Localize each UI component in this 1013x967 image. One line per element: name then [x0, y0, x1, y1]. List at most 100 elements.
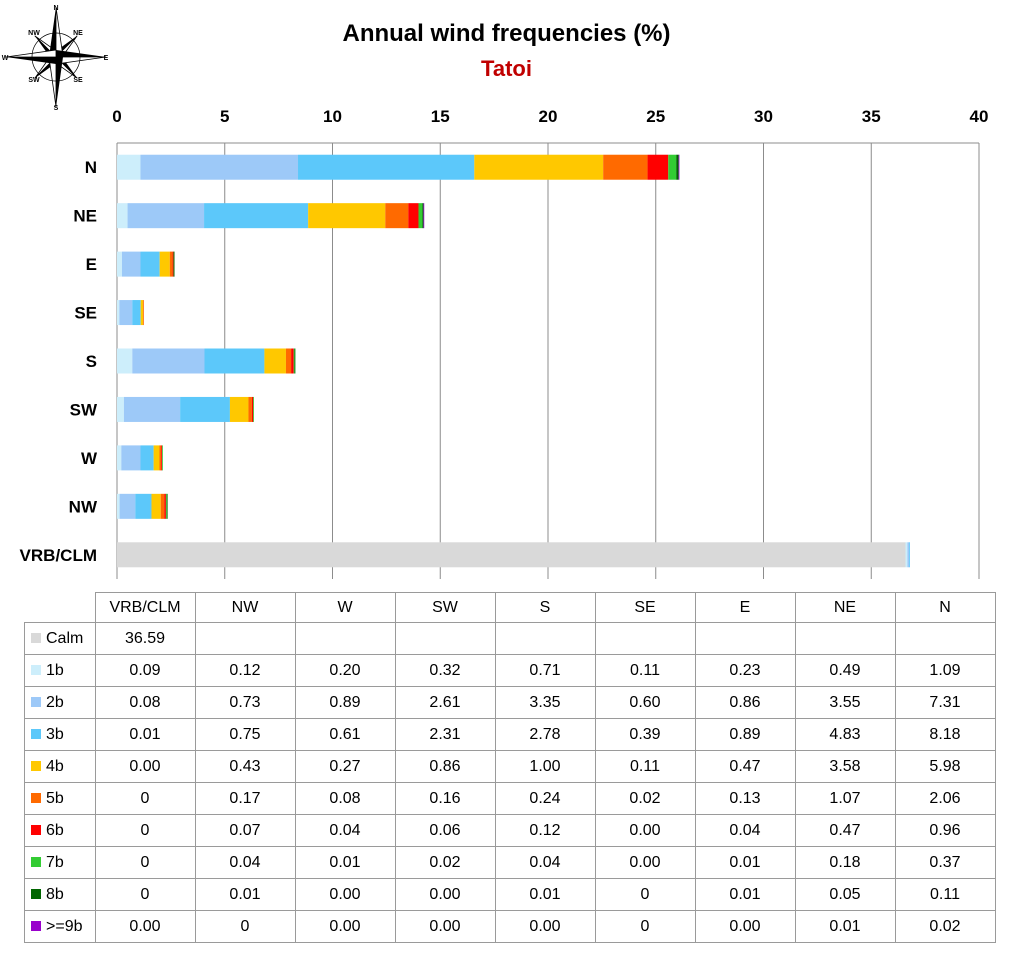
table-cell: [394, 622, 496, 655]
category-label: NW: [69, 497, 98, 516]
bar-segment-S-8b: [294, 348, 296, 374]
chart-title: Annual wind frequencies (%): [342, 20, 671, 47]
category-label: VRB/CLM: [20, 546, 97, 565]
table-row: 2b 0.08 0.73 0.89 2.61 3.35 0.60 0.86 3.55 7.31: [24, 686, 996, 719]
table-cell: 5.98: [894, 750, 996, 783]
table-row-header: Calm: [24, 622, 96, 655]
compass-rose-icon: N NE E SE S SW W NW: [2, 5, 109, 112]
bar-segment-E-2b: [121, 251, 141, 277]
table-cell: 0.00: [694, 910, 796, 943]
bar-segment-VRB/CLM-1b: [905, 542, 908, 568]
bar-segment-N-5b: [603, 154, 648, 180]
compass-label: NW: [28, 30, 40, 37]
data-table: VRB/CLM NW W SW S SE E NE N Calm 36.59 1b 0.09 0.12 0…: [24, 592, 996, 943]
table-cell: 0.39: [594, 718, 696, 751]
table-cell: 0.61: [294, 718, 396, 751]
table-cell: 0.00: [394, 910, 496, 943]
table-cell: 0.43: [194, 750, 296, 783]
category-label: S: [86, 352, 97, 371]
table-cell: 0.02: [894, 910, 996, 943]
table-cell: 3.55: [794, 686, 896, 719]
x-tick-label: 30: [754, 107, 773, 126]
table-cell: 36.59: [94, 622, 196, 655]
table-cell: 0.60: [594, 686, 696, 719]
bar-segment-NW-7b: [165, 493, 167, 519]
legend-swatch: [31, 857, 41, 868]
legend-swatch: [31, 761, 41, 772]
table-cell: 0.00: [294, 910, 396, 943]
table-cell: [294, 622, 396, 655]
x-tick-label: 25: [646, 107, 665, 126]
table-row: >=9b 0.00 0 0.00 0.00 0.00 0 0.00 0.01 0.02: [24, 910, 996, 943]
table-cell: [694, 622, 796, 655]
legend-label: 6b: [46, 821, 64, 839]
bar-segment-S-2b: [132, 348, 205, 374]
wind-frequency-bar-chart: 0 5 10 15 20 25 30 35 40 N NE E SE S SW W NW VRB/CLM: [20, 107, 988, 579]
table-cell: 0.08: [294, 782, 396, 815]
bar-segment-SW-3b: [180, 396, 230, 422]
legend-swatch: [31, 697, 41, 708]
category-label: W: [81, 449, 98, 468]
bar-segment-VRB/CLM-Calm: [117, 542, 906, 568]
table-cell: 8.18: [894, 718, 996, 751]
table-column-header: NE: [794, 592, 896, 623]
table-cell: 4.83: [794, 718, 896, 751]
bar-segment-N-2b: [140, 154, 299, 180]
table-cell: 0.01: [494, 878, 596, 911]
bar-segment-NW-4b: [151, 493, 161, 519]
table-cell: 0.20: [294, 654, 396, 687]
x-tick-label: 35: [862, 107, 881, 126]
table-cell: 0.01: [694, 846, 796, 879]
table-row: 5b 0 0.17 0.08 0.16 0.24 0.02 0.13 1.07 2.06: [24, 782, 996, 815]
table-cell: 0.49: [794, 654, 896, 687]
bar-segment-W-3b: [140, 445, 154, 471]
table-cell: [594, 622, 696, 655]
table-cell: 0.00: [294, 878, 396, 911]
table-header-row: VRB/CLM NW W SW S SE E NE N: [24, 592, 996, 623]
bar-segment-W-2b: [121, 445, 141, 471]
table-cell: 0.00: [394, 878, 496, 911]
legend-label: 3b: [46, 725, 64, 743]
table-cell: 0.09: [94, 654, 196, 687]
table-cell: 0.11: [594, 654, 696, 687]
legend-label: >=9b: [46, 917, 83, 935]
category-label: SW: [70, 400, 98, 419]
table-row-header: 4b: [24, 750, 96, 783]
legend-label: 2b: [46, 693, 64, 711]
table-cell: 0.00: [594, 846, 696, 879]
table-cell: 0.75: [194, 718, 296, 751]
table-row-header: 6b: [24, 814, 96, 847]
table-cell: 0.00: [94, 750, 196, 783]
table-row: 8b 0 0.01 0.00 0.00 0.01 0 0.01 0.05 0.11: [24, 878, 996, 911]
table-cell: 0.13: [694, 782, 796, 815]
table-body: Calm 36.59 1b 0.09 0.12 0.20 0.32 0.71 0.11 0.23 0…: [24, 622, 996, 943]
bar-segment-NW-6b: [164, 493, 166, 519]
table-cell: 0.86: [394, 750, 496, 783]
bar-segment-SW-4b: [229, 396, 249, 422]
bar-segment-SW-1b: [117, 396, 124, 422]
table-cell: 0.23: [694, 654, 796, 687]
table-row: 3b 0.01 0.75 0.61 2.31 2.78 0.39 0.89 4.83 8.18: [24, 718, 996, 751]
table-cell: 0: [94, 846, 196, 879]
table-row: Calm 36.59: [24, 622, 996, 655]
bar-segment-NW-2b: [119, 493, 136, 519]
compass-label: N: [53, 5, 58, 12]
bar-segment-S-1b: [117, 348, 133, 374]
table-cell: 2.78: [494, 718, 596, 751]
bar-segment-NE-4b: [308, 203, 386, 229]
category-label: E: [86, 255, 97, 274]
table-cell: 0.71: [494, 654, 596, 687]
table-corner-cell: [24, 592, 96, 623]
table-row-header: 7b: [24, 846, 96, 879]
bar-segment-NE->=9b: [423, 203, 425, 229]
table-cell: 0.11: [594, 750, 696, 783]
bar-segment-NE-6b: [408, 203, 419, 229]
compass-ring: [31, 32, 81, 82]
table-row: 6b 0 0.07 0.04 0.06 0.12 0.00 0.04 0.47 0.96: [24, 814, 996, 847]
bar-segment-W-7b: [162, 445, 163, 471]
table-cell: 0.04: [694, 814, 796, 847]
bar-segments: [117, 154, 910, 568]
table-cell: 2.31: [394, 718, 496, 751]
table-cell: 0.89: [294, 686, 396, 719]
bar-segment-S-3b: [204, 348, 265, 374]
